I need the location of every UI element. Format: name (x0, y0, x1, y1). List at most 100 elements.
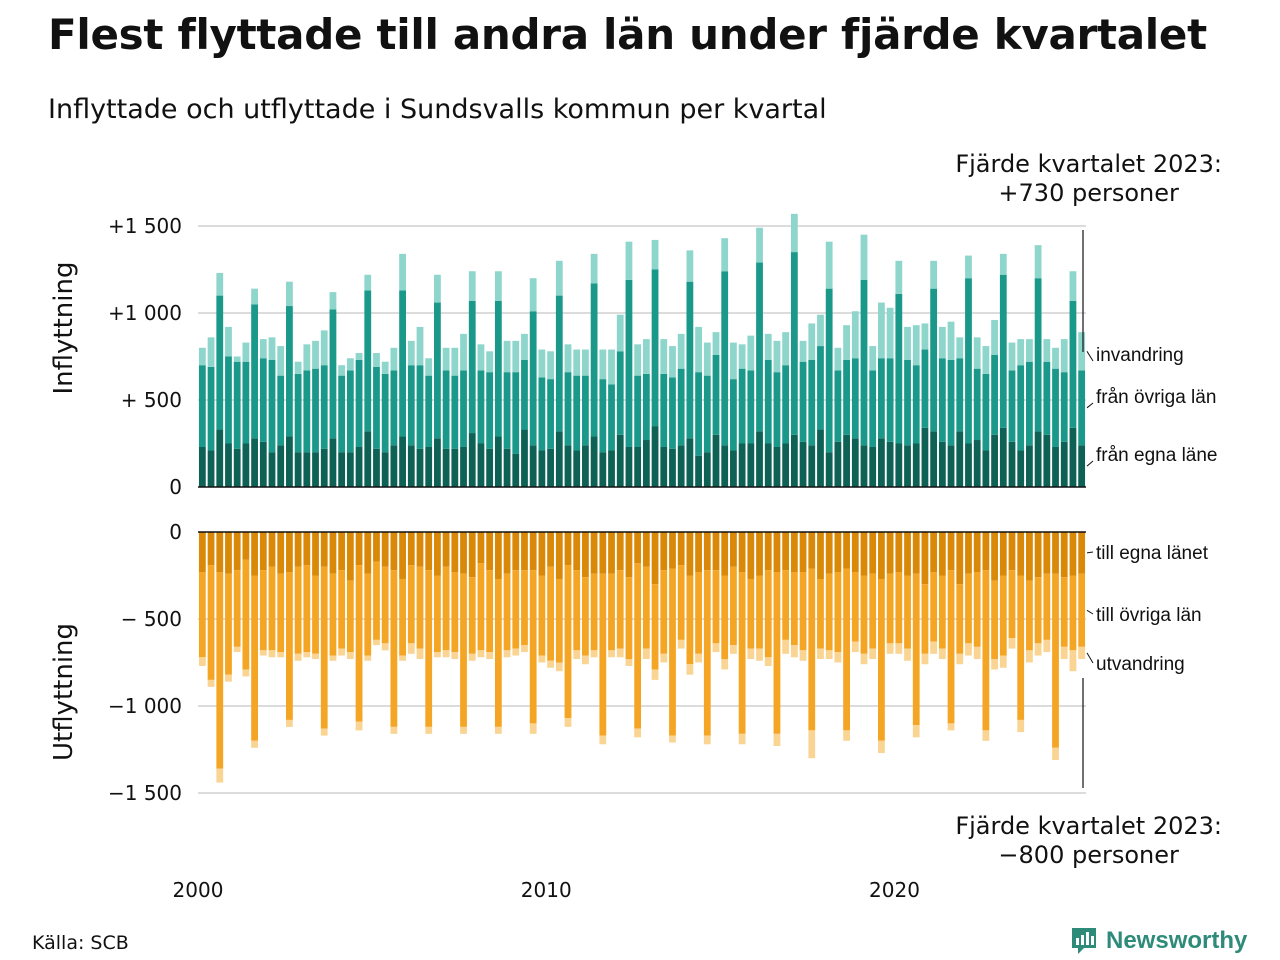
bar-in-2-15 (329, 292, 337, 310)
bar-out-1-53 (660, 570, 668, 654)
series-label-out-0: till egna länet (1096, 543, 1209, 564)
bar-out-1-94 (1017, 575, 1025, 720)
bar-out-0-30 (460, 532, 467, 574)
bar-out-1-87 (956, 584, 964, 654)
bar-in-1-33 (486, 372, 494, 449)
bar-in-1-10 (286, 306, 293, 437)
bar-in-0-23 (399, 436, 406, 487)
bar-out-1-70 (808, 568, 816, 731)
bar-in-0-97 (1043, 434, 1051, 487)
bar-in-2-47 (608, 349, 615, 385)
bar-in-1-6 (251, 304, 258, 439)
bar-in-1-26 (425, 375, 433, 447)
series-leader-out-2 (1086, 652, 1094, 664)
note-bottom-line1: Fjärde kvartalet 2023: (955, 812, 1222, 840)
bar-in-0-0 (198, 446, 206, 487)
bar-in-2-22 (390, 347, 398, 371)
bar-in-1-14 (320, 365, 328, 449)
bar-out-2-40 (547, 660, 554, 668)
bar-out-1-12 (303, 565, 311, 653)
bar-out-2-76 (860, 653, 868, 665)
bar-out-2-38 (529, 723, 537, 734)
bar-out-2-42 (564, 718, 572, 727)
bar-out-0-37 (521, 532, 528, 571)
bar-out-1-34 (494, 578, 502, 727)
bar-in-2-0 (198, 347, 206, 366)
bar-in-1-27 (434, 302, 441, 439)
bar-in-0-59 (712, 434, 720, 487)
bar-in-1-18 (355, 359, 363, 447)
bar-in-2-27 (434, 274, 441, 303)
bar-out-2-55 (677, 639, 685, 649)
bar-out-1-49 (625, 577, 633, 660)
bar-out-2-10 (286, 719, 293, 727)
bar-out-2-25 (416, 648, 424, 660)
bar-out-2-61 (730, 645, 737, 654)
bar-out-1-25 (416, 566, 424, 649)
bar-in-0-22 (390, 445, 398, 487)
bar-out-0-1 (207, 532, 215, 566)
bar-in-2-49 (625, 241, 633, 280)
bar-out-2-99 (1060, 646, 1068, 660)
bar-out-0-19 (364, 532, 372, 574)
bar-out-2-23 (399, 655, 406, 661)
bar-in-1-70 (808, 359, 816, 446)
bar-out-2-66 (773, 733, 781, 747)
bar-out-1-11 (294, 566, 302, 654)
bar-in-0-17 (346, 452, 354, 487)
bar-out-0-82 (912, 532, 920, 574)
bar-out-1-84 (930, 572, 938, 642)
bar-out-0-68 (790, 532, 798, 573)
bar-out-2-91 (991, 659, 998, 670)
bar-out-1-100 (1069, 575, 1077, 651)
bar-out-2-0 (198, 657, 206, 666)
bar-out-2-92 (999, 655, 1007, 668)
bar-in-2-94 (1017, 339, 1025, 366)
bar-out-1-89 (973, 572, 981, 647)
bar-out-0-40 (547, 532, 554, 567)
bar-in-0-72 (825, 452, 833, 487)
bar-in-2-58 (703, 342, 711, 376)
bar-out-1-51 (642, 566, 650, 649)
bar-in-2-98 (1052, 347, 1059, 369)
bar-in-2-84 (930, 260, 938, 289)
bar-in-1-35 (503, 372, 511, 449)
series-label-out-1: till övriga län (1096, 605, 1202, 626)
bar-out-0-97 (1043, 532, 1051, 574)
bar-in-1-55 (677, 368, 685, 446)
bar-out-0-69 (799, 532, 807, 573)
bar-out-1-56 (686, 575, 694, 665)
bar-out-1-7 (259, 570, 267, 651)
bar-in-1-87 (956, 358, 964, 432)
bar-in-2-73 (834, 347, 842, 371)
bar-out-0-89 (973, 532, 981, 573)
bar-in-1-61 (730, 379, 737, 451)
bar-in-0-92 (999, 427, 1007, 487)
bar-out-0-84 (930, 532, 938, 573)
bar-out-1-81 (904, 575, 911, 649)
bar-in-0-26 (425, 446, 433, 487)
bar-in-1-56 (686, 281, 694, 439)
bar-in-0-70 (808, 445, 816, 487)
bar-out-2-72 (825, 650, 833, 660)
bar-in-1-73 (834, 370, 842, 442)
bar-out-0-101 (1078, 532, 1086, 574)
ytick-in-1500: +1 500 (108, 214, 182, 238)
bar-in-2-37 (521, 333, 528, 360)
bar-in-2-91 (991, 319, 998, 355)
bar-in-2-69 (799, 340, 807, 362)
bar-out-0-67 (782, 532, 790, 571)
bar-out-1-73 (834, 572, 842, 653)
bar-out-1-1 (207, 565, 215, 680)
series-label-in-2: invandring (1096, 345, 1184, 366)
bar-out-1-95 (1026, 580, 1033, 651)
bar-in-1-62 (738, 368, 746, 444)
bar-out-1-85 (938, 575, 946, 649)
bar-in-1-50 (634, 375, 642, 447)
bar-out-2-27 (434, 652, 441, 658)
series-leader-out-1 (1086, 609, 1094, 615)
bar-out-0-64 (756, 532, 763, 576)
bar-out-1-96 (1034, 577, 1042, 644)
xtick-2010: 2010 (521, 878, 572, 902)
bar-in-1-80 (895, 293, 903, 444)
